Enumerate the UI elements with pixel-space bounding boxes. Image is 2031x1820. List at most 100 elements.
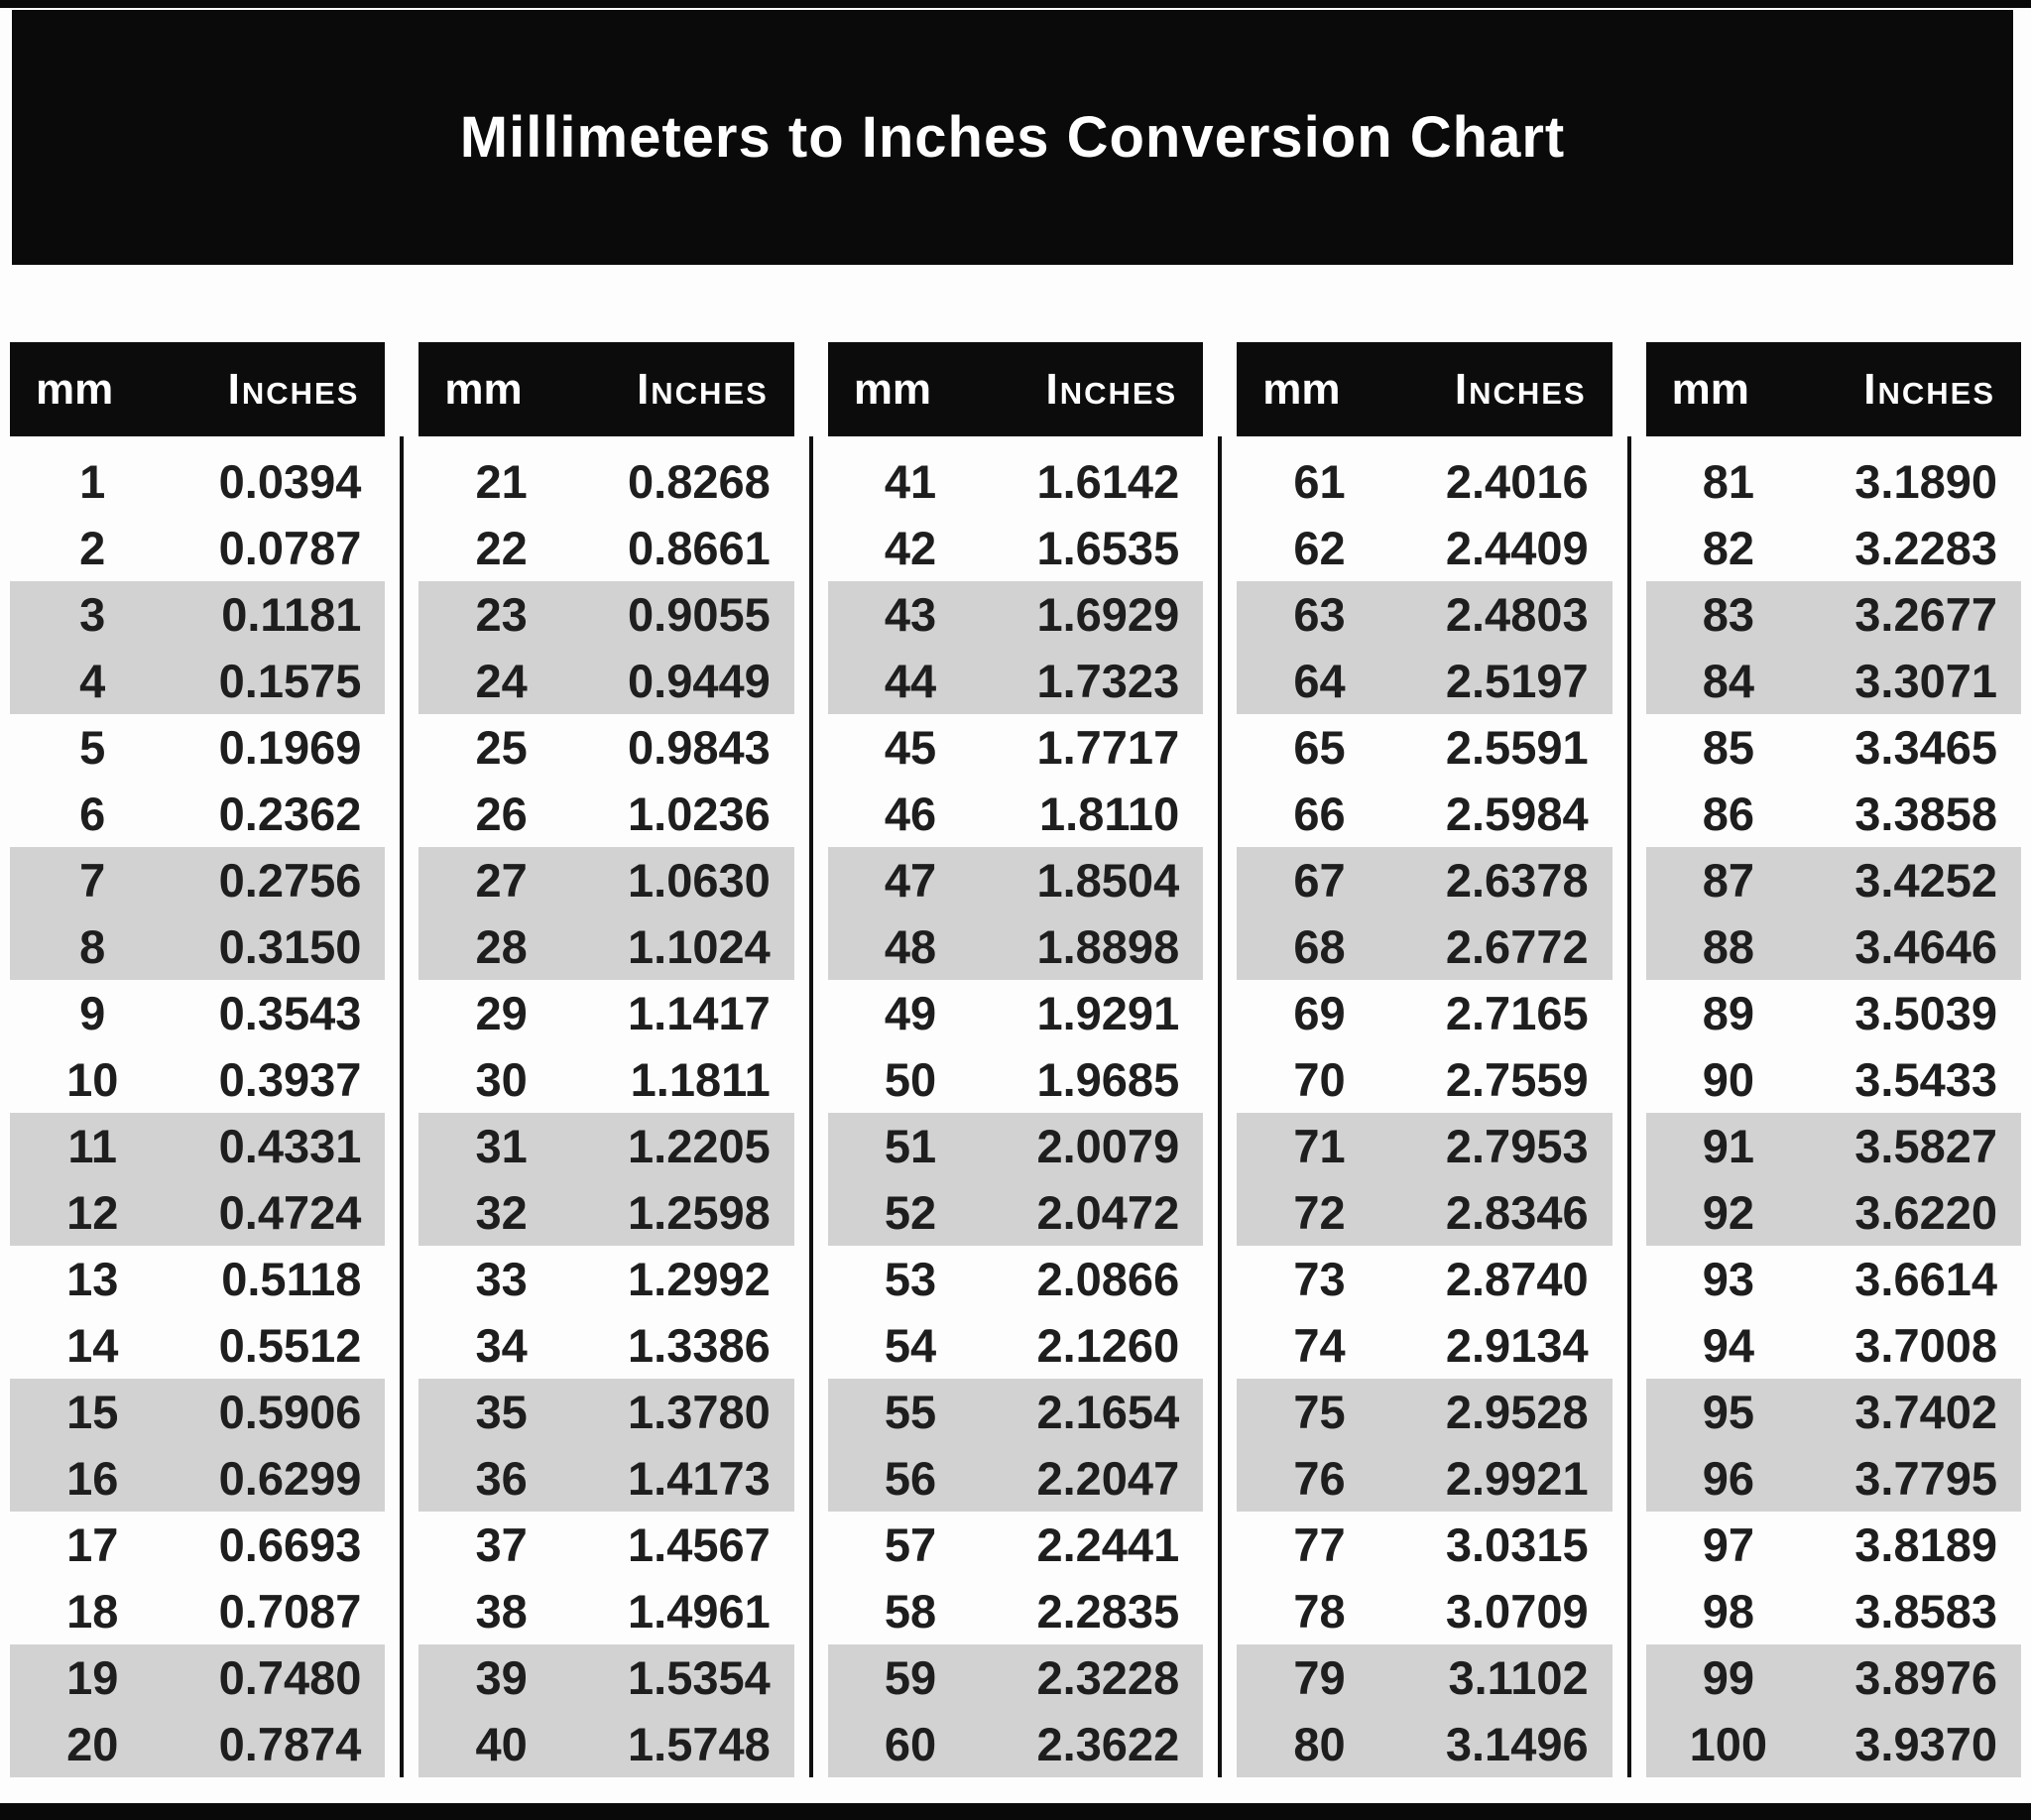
inches-value: 0.3937 bbox=[218, 1053, 362, 1106]
mm-value: 9 bbox=[79, 987, 106, 1039]
table-row: 55 2.1654 bbox=[827, 1379, 1204, 1445]
table-header: mm Inches bbox=[418, 342, 794, 436]
mm-value: 59 bbox=[884, 1651, 937, 1704]
table-row: 38 1.4961 bbox=[418, 1578, 793, 1644]
mm-value: 66 bbox=[1293, 788, 1346, 840]
inches-value: 0.9843 bbox=[628, 721, 771, 774]
table-row: 7 0.2756 bbox=[10, 847, 386, 913]
title-bar: Millimeters to Inches Conversion Chart bbox=[12, 10, 2013, 265]
mm-value: 49 bbox=[884, 987, 937, 1039]
table-row: 77 3.0315 bbox=[1237, 1512, 1612, 1578]
table-row: 22 0.8661 bbox=[418, 515, 793, 581]
inches-value: 0.9449 bbox=[628, 655, 771, 707]
inches-value: 2.9528 bbox=[1445, 1386, 1589, 1438]
mm-value: 33 bbox=[475, 1253, 528, 1305]
inches-value: 1.7717 bbox=[1036, 721, 1180, 774]
divider-line bbox=[808, 436, 813, 1777]
inches-value: 1.9291 bbox=[1036, 987, 1180, 1039]
mm-value: 5 bbox=[79, 721, 106, 774]
mm-value: 52 bbox=[884, 1186, 937, 1239]
inches-value: 1.0236 bbox=[628, 788, 771, 840]
mm-value: 89 bbox=[1702, 987, 1754, 1039]
table-row: 51 2.0079 bbox=[827, 1113, 1204, 1179]
table-row: 37 1.4567 bbox=[418, 1512, 793, 1578]
table-body: 41 1.6142 42 1.6535 43 1.6929 44 1.7323 45 1.7717… bbox=[827, 448, 1204, 1777]
mm-value: 31 bbox=[475, 1120, 528, 1172]
top-border-line bbox=[0, 0, 2031, 8]
inches-value: 2.2835 bbox=[1036, 1585, 1180, 1638]
table-row: 95 3.7402 bbox=[1645, 1379, 2022, 1445]
page-title: Millimeters to Inches Conversion Chart bbox=[459, 105, 1566, 170]
table-row: 10 0.3937 bbox=[10, 1046, 385, 1113]
table-row: 69 2.7165 bbox=[1237, 980, 1612, 1046]
mm-value: 63 bbox=[1293, 588, 1346, 641]
mm-value: 92 bbox=[1702, 1186, 1754, 1239]
mm-value: 51 bbox=[884, 1120, 937, 1172]
table-row: 86 3.3858 bbox=[1646, 781, 2021, 847]
inches-value: 0.7874 bbox=[218, 1718, 362, 1770]
table-row: 21 0.8268 bbox=[418, 448, 793, 515]
inches-value: 0.8268 bbox=[628, 455, 771, 508]
table-row: 30 1.1811 bbox=[418, 1046, 793, 1113]
table-row: 1 0.0394 bbox=[10, 448, 385, 515]
table-row: 19 0.7480 bbox=[10, 1644, 386, 1711]
table-row: 100 3.9370 bbox=[1645, 1711, 2022, 1777]
table-row: 20 0.7874 bbox=[10, 1711, 386, 1777]
conversion-table-2: mm Inches 21 0.8268 22 0.8661 23 0.9055 24 0.9449… bbox=[418, 342, 794, 1777]
table-row: 5 0.1969 bbox=[10, 714, 385, 781]
mm-value: 54 bbox=[884, 1319, 937, 1372]
table-row: 54 2.1260 bbox=[828, 1312, 1203, 1379]
mm-value: 29 bbox=[475, 987, 528, 1039]
inches-value: 2.4409 bbox=[1445, 522, 1589, 574]
inches-column-header: Inches bbox=[227, 364, 360, 414]
mm-value: 41 bbox=[884, 455, 937, 508]
inches-value: 1.1811 bbox=[630, 1053, 771, 1106]
mm-value: 64 bbox=[1293, 655, 1346, 707]
mm-value: 80 bbox=[1293, 1718, 1346, 1770]
table-row: 63 2.4803 bbox=[1237, 581, 1613, 648]
mm-value: 25 bbox=[475, 721, 528, 774]
inches-column-header: Inches bbox=[1863, 364, 1996, 414]
table-row: 52 2.0472 bbox=[827, 1179, 1204, 1246]
inches-value: 2.5984 bbox=[1445, 788, 1589, 840]
table-row: 62 2.4409 bbox=[1237, 515, 1612, 581]
mm-value: 68 bbox=[1293, 920, 1346, 973]
mm-value: 40 bbox=[475, 1718, 528, 1770]
inches-value: 2.5197 bbox=[1445, 655, 1589, 707]
table-row: 6 0.2362 bbox=[10, 781, 385, 847]
table-row: 40 1.5748 bbox=[418, 1711, 794, 1777]
mm-value: 86 bbox=[1702, 788, 1754, 840]
mm-value: 95 bbox=[1702, 1386, 1754, 1438]
mm-value: 10 bbox=[66, 1053, 119, 1106]
mm-value: 91 bbox=[1702, 1120, 1754, 1172]
mm-value: 11 bbox=[67, 1120, 118, 1172]
mm-value: 84 bbox=[1702, 655, 1754, 707]
table-row: 45 1.7717 bbox=[828, 714, 1203, 781]
table-row: 74 2.9134 bbox=[1237, 1312, 1612, 1379]
mm-value: 50 bbox=[884, 1053, 937, 1106]
table-row: 8 0.3150 bbox=[10, 913, 386, 980]
table-row: 61 2.4016 bbox=[1237, 448, 1612, 515]
mm-value: 56 bbox=[884, 1452, 937, 1505]
mm-value: 97 bbox=[1702, 1518, 1754, 1571]
mm-value: 1 bbox=[79, 455, 106, 508]
mm-value: 19 bbox=[66, 1651, 119, 1704]
inches-value: 3.2283 bbox=[1854, 522, 1998, 574]
bottom-border-line bbox=[0, 1803, 2031, 1820]
mm-column-header: mm bbox=[1671, 364, 1749, 414]
mm-value: 16 bbox=[66, 1452, 119, 1505]
inches-value: 1.5354 bbox=[628, 1651, 771, 1704]
table-row: 25 0.9843 bbox=[418, 714, 793, 781]
table-row: 80 3.1496 bbox=[1237, 1711, 1613, 1777]
table-row: 26 1.0236 bbox=[418, 781, 793, 847]
inches-value: 2.9134 bbox=[1445, 1319, 1589, 1372]
inches-value: 1.9685 bbox=[1036, 1053, 1180, 1106]
inches-value: 0.6299 bbox=[218, 1452, 362, 1505]
inches-value: 2.1654 bbox=[1036, 1386, 1180, 1438]
table-row: 90 3.5433 bbox=[1646, 1046, 2021, 1113]
mm-value: 73 bbox=[1293, 1253, 1346, 1305]
table-row: 82 3.2283 bbox=[1646, 515, 2021, 581]
table-row: 3 0.1181 bbox=[10, 581, 386, 648]
mm-column-header: mm bbox=[1262, 364, 1341, 414]
inches-value: 0.4331 bbox=[218, 1120, 362, 1172]
